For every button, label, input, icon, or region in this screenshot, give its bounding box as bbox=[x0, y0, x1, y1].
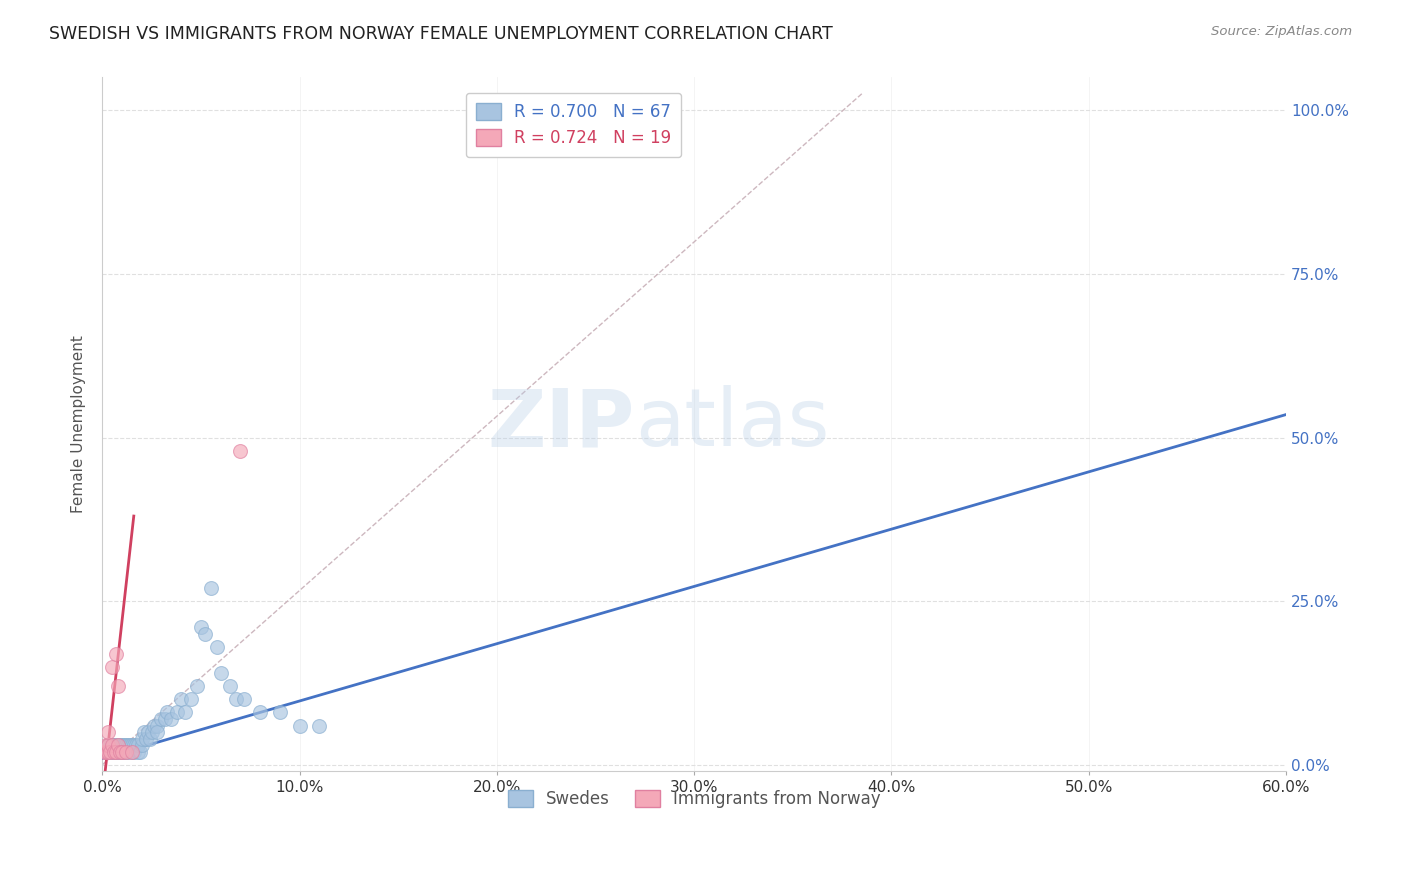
Point bbox=[117, 738, 139, 752]
Point bbox=[190, 620, 212, 634]
Point bbox=[101, 745, 124, 759]
Point bbox=[96, 745, 118, 759]
Point bbox=[111, 745, 134, 759]
Point bbox=[200, 581, 222, 595]
Point bbox=[98, 745, 121, 759]
Point bbox=[118, 738, 141, 752]
Point bbox=[105, 647, 128, 661]
Point bbox=[97, 725, 120, 739]
Point bbox=[112, 738, 135, 752]
Point bbox=[97, 745, 120, 759]
Point bbox=[101, 659, 124, 673]
Point bbox=[174, 706, 197, 720]
Point bbox=[155, 712, 177, 726]
Point bbox=[105, 745, 128, 759]
Point bbox=[308, 718, 330, 732]
Point bbox=[136, 725, 159, 739]
Point bbox=[166, 706, 188, 720]
Point bbox=[107, 738, 129, 752]
Point bbox=[96, 745, 118, 759]
Point bbox=[127, 745, 149, 759]
Y-axis label: Female Unemployment: Female Unemployment bbox=[72, 335, 86, 514]
Point bbox=[117, 745, 139, 759]
Point bbox=[180, 692, 202, 706]
Point bbox=[141, 725, 163, 739]
Point bbox=[209, 666, 232, 681]
Point bbox=[107, 738, 129, 752]
Point bbox=[111, 745, 134, 759]
Point bbox=[121, 745, 143, 759]
Point bbox=[111, 745, 134, 759]
Point bbox=[105, 745, 128, 759]
Point bbox=[98, 738, 121, 752]
Point bbox=[249, 706, 271, 720]
Point bbox=[127, 738, 149, 752]
Point bbox=[146, 725, 169, 739]
Point bbox=[128, 745, 150, 759]
Point bbox=[170, 692, 193, 706]
Point bbox=[96, 738, 118, 752]
Point bbox=[97, 738, 120, 752]
Text: SWEDISH VS IMMIGRANTS FROM NORWAY FEMALE UNEMPLOYMENT CORRELATION CHART: SWEDISH VS IMMIGRANTS FROM NORWAY FEMALE… bbox=[49, 25, 832, 43]
Point bbox=[101, 745, 124, 759]
Point bbox=[107, 745, 129, 759]
Point bbox=[115, 745, 138, 759]
Point bbox=[121, 745, 143, 759]
Point bbox=[131, 731, 153, 746]
Point bbox=[229, 443, 252, 458]
Point bbox=[98, 745, 121, 759]
Point bbox=[101, 738, 124, 752]
Text: ZIP: ZIP bbox=[488, 385, 636, 464]
Point bbox=[121, 738, 143, 752]
Point bbox=[103, 745, 125, 759]
Text: Source: ZipAtlas.com: Source: ZipAtlas.com bbox=[1212, 25, 1353, 38]
Point bbox=[108, 738, 131, 752]
Point bbox=[205, 640, 228, 654]
Point bbox=[111, 738, 134, 752]
Point bbox=[107, 679, 129, 693]
Point bbox=[115, 738, 138, 752]
Point bbox=[269, 706, 291, 720]
Point bbox=[288, 718, 311, 732]
Point bbox=[131, 738, 153, 752]
Point bbox=[233, 692, 256, 706]
Point bbox=[105, 738, 128, 752]
Point bbox=[115, 745, 138, 759]
Point bbox=[112, 745, 135, 759]
Point bbox=[103, 745, 125, 759]
Point bbox=[101, 738, 124, 752]
Point bbox=[103, 738, 125, 752]
Point bbox=[122, 745, 145, 759]
Point bbox=[150, 712, 173, 726]
Point bbox=[132, 725, 155, 739]
Point bbox=[97, 738, 120, 752]
Point bbox=[103, 745, 125, 759]
Point bbox=[97, 745, 120, 759]
Point bbox=[135, 731, 157, 746]
Point bbox=[93, 745, 115, 759]
Point bbox=[108, 745, 131, 759]
Point bbox=[219, 679, 242, 693]
Point bbox=[146, 718, 169, 732]
Text: atlas: atlas bbox=[636, 385, 830, 464]
Point bbox=[125, 738, 148, 752]
Point bbox=[122, 738, 145, 752]
Point bbox=[156, 706, 179, 720]
Point bbox=[105, 745, 128, 759]
Point bbox=[138, 731, 160, 746]
Legend: Swedes, Immigrants from Norway: Swedes, Immigrants from Norway bbox=[501, 783, 887, 815]
Point bbox=[108, 745, 131, 759]
Point bbox=[225, 692, 247, 706]
Point bbox=[142, 718, 165, 732]
Point bbox=[186, 679, 208, 693]
Point bbox=[160, 712, 183, 726]
Point bbox=[194, 627, 217, 641]
